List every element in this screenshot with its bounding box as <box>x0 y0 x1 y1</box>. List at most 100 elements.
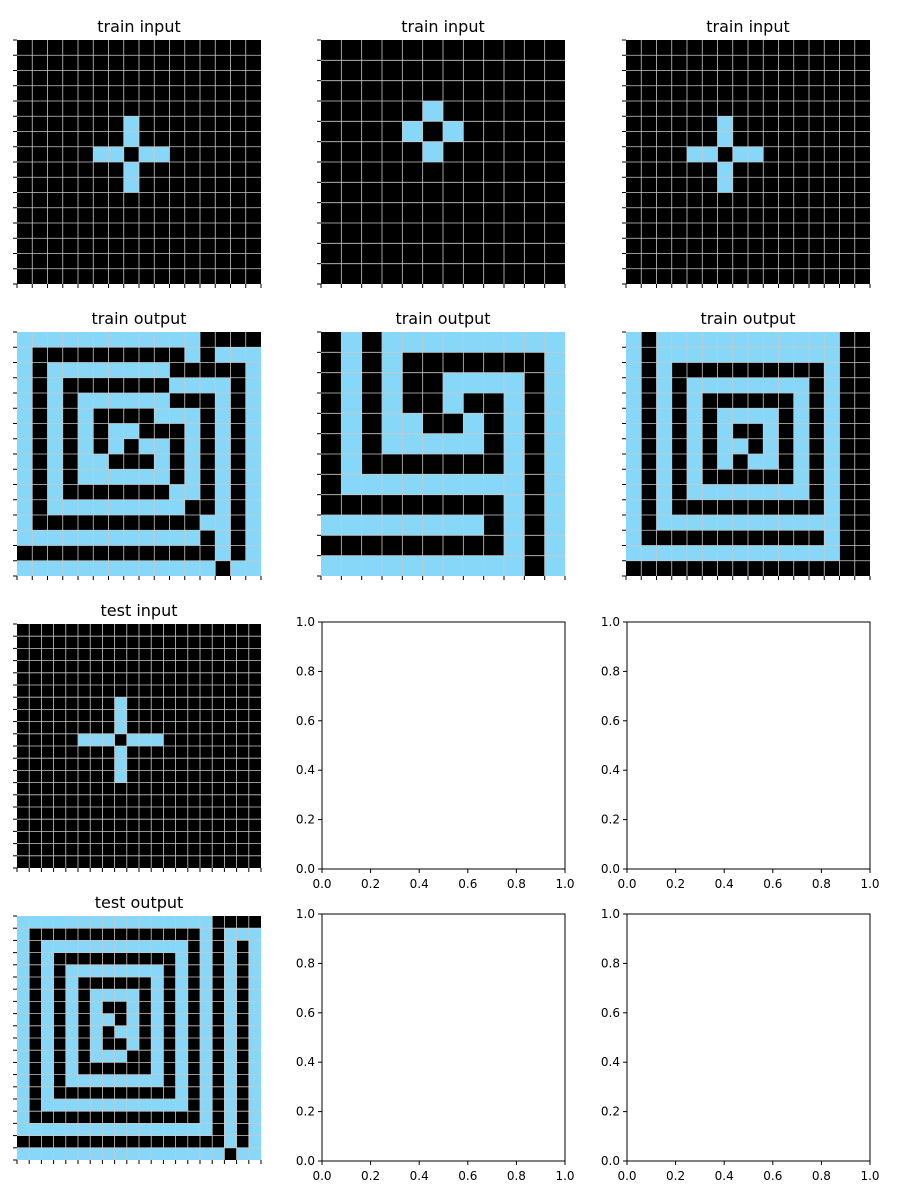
y-tick-label: 0.6 <box>296 714 315 728</box>
grid-cell <box>361 474 382 495</box>
grid-cell <box>504 372 525 393</box>
grid-cell <box>108 393 124 409</box>
grid-cell <box>215 515 231 531</box>
grid-cell <box>748 408 764 424</box>
grid-cell <box>102 733 115 746</box>
grid-cell <box>224 1111 237 1124</box>
grid-cell <box>154 469 170 485</box>
grid-cell <box>126 1123 139 1136</box>
grid-cell <box>139 362 155 378</box>
grid-cell <box>717 484 733 500</box>
grid-cell <box>200 1038 213 1051</box>
grid-cell <box>443 372 464 393</box>
grid-cell <box>41 1013 54 1026</box>
grid-cell <box>200 964 213 977</box>
x-tick-label: 1.0 <box>860 877 879 891</box>
grid-cell <box>524 332 545 353</box>
panel-title: train input <box>706 17 789 36</box>
grid-cell <box>90 1013 103 1026</box>
grid-cell <box>126 916 139 929</box>
grid-cell <box>123 393 139 409</box>
grid-cell <box>224 1074 237 1087</box>
grid-cell <box>763 484 779 500</box>
grid-cell <box>422 555 443 576</box>
grid-cell <box>151 1050 164 1063</box>
grid-cell <box>504 433 525 454</box>
grid-cell <box>102 1099 115 1112</box>
grid-cell <box>154 560 170 576</box>
grid-cell <box>212 1147 225 1160</box>
grid-cell <box>78 964 91 977</box>
grid-cell <box>53 916 66 929</box>
grid-cell <box>41 1074 54 1087</box>
grid-cell <box>187 1123 200 1136</box>
grid-cell <box>65 916 78 929</box>
grid-cell <box>245 530 261 546</box>
grid-cell <box>341 332 362 353</box>
grid-cell <box>361 515 382 536</box>
grid-cell <box>200 1111 213 1124</box>
grid-cell <box>65 1099 78 1112</box>
grid-cell <box>65 1062 78 1075</box>
grid-cell <box>702 146 718 162</box>
grid-cell <box>626 454 642 470</box>
grid-cell <box>717 438 733 454</box>
grid-cell <box>748 484 764 500</box>
grid-cell <box>47 423 63 439</box>
grid-cell <box>78 332 94 348</box>
grid-cell <box>200 952 213 965</box>
grid-cell <box>224 1050 237 1063</box>
grid-cell <box>702 484 718 500</box>
grid-cell <box>151 964 164 977</box>
axes-frame <box>321 621 566 870</box>
x-tick-label: 0.6 <box>458 1169 477 1183</box>
y-tick-label: 0.4 <box>296 763 315 777</box>
grid-cell <box>443 121 464 142</box>
grid-cell <box>248 964 261 977</box>
grid-cell <box>123 499 139 515</box>
y-tick-label: 0.8 <box>296 956 315 970</box>
grid-cell <box>748 515 764 531</box>
grid-cell <box>656 515 672 531</box>
grid-cell <box>671 545 687 561</box>
grid-cell <box>65 989 78 1002</box>
grid-cell <box>200 1099 213 1112</box>
x-tick-label: 0.2 <box>666 1169 685 1183</box>
grid-cell <box>175 964 188 977</box>
grid-cell <box>626 438 642 454</box>
grid-cell <box>248 940 261 953</box>
grid-cell <box>402 121 423 142</box>
grid-cell <box>656 454 672 470</box>
grid-cell <box>41 916 54 929</box>
grid-cell <box>248 928 261 941</box>
grid-cell <box>17 1123 30 1136</box>
grid-cell <box>702 332 718 348</box>
grid-panel-8: test output <box>13 893 262 1164</box>
grid-cell <box>175 1123 188 1136</box>
y-tick-label: 0.2 <box>601 1105 620 1119</box>
grid-cell <box>793 332 809 348</box>
grid-cell <box>102 989 115 1002</box>
grid-cell <box>102 1147 115 1160</box>
grid-cell <box>108 499 124 515</box>
grid-cell <box>175 1001 188 1014</box>
grid-cell <box>824 362 840 378</box>
grid-cell <box>65 964 78 977</box>
grid-cell <box>47 560 63 576</box>
grid-cell <box>53 1123 66 1136</box>
grid-cell <box>41 1099 54 1112</box>
grid-cell <box>248 1050 261 1063</box>
grid-cell <box>504 515 525 536</box>
grid-cell <box>90 1147 103 1160</box>
x-tick-label: 0.8 <box>812 877 831 891</box>
grid-cell <box>824 347 840 363</box>
grid-cell <box>215 454 231 470</box>
y-tick-label: 0.4 <box>601 1055 620 1069</box>
x-tick-label: 0.2 <box>666 877 685 891</box>
grid-cell <box>93 530 109 546</box>
grid-cell <box>382 393 403 414</box>
grid-cell <box>53 1147 66 1160</box>
panel-title: test input <box>101 601 178 620</box>
grid-cell <box>184 332 200 348</box>
grid-cell <box>215 530 231 546</box>
